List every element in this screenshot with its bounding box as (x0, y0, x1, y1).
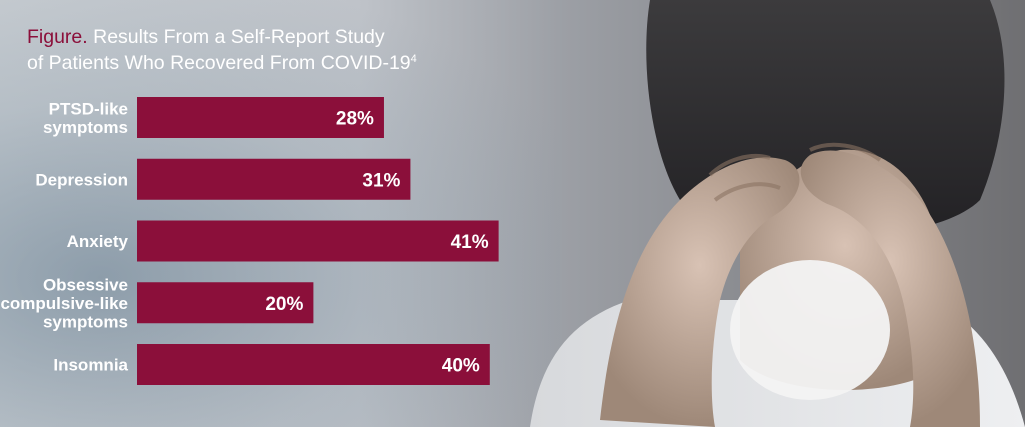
category-label-line: symptoms (43, 118, 128, 137)
bar-value-label: 41% (451, 232, 489, 253)
category-label-line: compulsive-like (0, 294, 128, 313)
category-label-line: symptoms (43, 312, 128, 331)
category-label-line: PTSD-like (49, 99, 128, 118)
bar-value-label: 31% (362, 170, 400, 191)
category-label: Anxiety (67, 232, 129, 251)
title-superscript: 4 (410, 53, 417, 65)
category-label-line: Insomnia (53, 356, 128, 375)
bar-value-label: 40% (442, 356, 480, 377)
bar-value-label: 20% (265, 294, 303, 315)
bar (137, 220, 499, 262)
category-label: PTSD-like symptoms (43, 99, 128, 137)
bar (137, 282, 314, 324)
bar (137, 97, 384, 138)
bar-chart: 28%PTSD-like symptoms31%Depression41%Anxi… (0, 97, 499, 385)
bar (137, 158, 411, 200)
bar-value-label: 28% (336, 109, 374, 130)
figure-label: Figure. (27, 26, 88, 48)
bar (137, 344, 490, 385)
category-label: Insomnia (53, 356, 128, 375)
category-label-line: Depression (35, 170, 128, 189)
chart-title: Figure. Results From a Self-Report Study… (27, 26, 497, 74)
title-line2: of Patients Who Recovered From COVID-19 (27, 52, 411, 74)
category-label-line: Obsessive (43, 275, 128, 294)
photo-person-holding-head (530, 0, 1025, 427)
title-line1: Results From a Self-Report Study (93, 26, 385, 48)
category-label: Depression (35, 170, 128, 189)
category-label-line: Anxiety (67, 232, 129, 251)
category-label: Obsessive compulsive-like symptoms (0, 275, 128, 331)
